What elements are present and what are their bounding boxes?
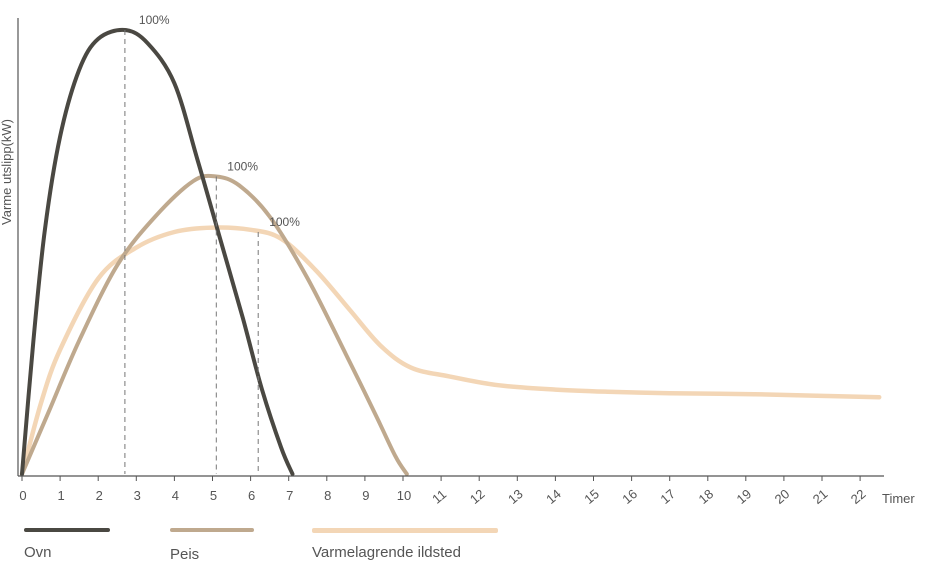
axes-layer: Varme utslipp(kW) Timer xyxy=(0,18,915,506)
x-tick-label-9: 9 xyxy=(362,488,369,503)
x-tick-label-1: 1 xyxy=(57,488,64,503)
legend-item-peis: Peis xyxy=(170,528,254,564)
x-tick-label-2: 2 xyxy=(96,488,103,503)
x-tick-label-12: 12 xyxy=(467,486,488,507)
peak-label-ovn: 100% xyxy=(139,13,170,27)
x-tick-label-7: 7 xyxy=(286,488,293,503)
x-tick-label-15: 15 xyxy=(581,486,602,507)
x-tick-label-5: 5 xyxy=(210,488,217,503)
y-axis-label: Varme utslipp(kW) xyxy=(0,119,14,225)
series-line-ovn xyxy=(20,27,295,476)
legend-swatch-varmelagrende-ildsted xyxy=(312,528,498,533)
series-line-varmelagrende-ildsted xyxy=(19,225,882,477)
x-tick-label-16: 16 xyxy=(619,486,640,507)
legend-item-varmelagrende-ildsted: Varmelagrende ildsted xyxy=(312,528,498,564)
x-tick-label-0: 0 xyxy=(19,488,26,503)
legend-label-ovn: Ovn xyxy=(24,544,52,561)
x-tick-label-3: 3 xyxy=(134,488,141,503)
legend-label-varmelagrende-ildsted: Varmelagrende ildsted xyxy=(312,544,461,561)
x-tick-label-6: 6 xyxy=(248,488,255,503)
x-tick-label-4: 4 xyxy=(172,488,179,503)
series-layer xyxy=(19,27,882,477)
x-tick-layer: 0 1 2 3 4 5 6 7 8 9 10 11 12 13 14 15 16 17 18 19 20 21 22 xyxy=(19,476,869,507)
x-tick-label-19: 19 xyxy=(734,486,755,507)
x-tick-label-10: 10 xyxy=(397,488,411,503)
legend-swatch-ovn xyxy=(24,528,110,532)
peak-guide-layer: 100% 100% 100% xyxy=(124,13,300,474)
peak-label-varmelagrende-ildsted: 100% xyxy=(269,215,300,229)
x-tick-label-18: 18 xyxy=(696,486,717,507)
legend-swatch-peis xyxy=(170,528,254,532)
x-axis-label: Timer xyxy=(882,491,915,506)
x-tick-label-8: 8 xyxy=(324,488,331,503)
x-tick-label-11: 11 xyxy=(429,486,449,506)
legend-label-peis: Peis xyxy=(170,546,200,563)
legend-item-ovn: Ovn xyxy=(24,528,110,564)
x-tick-label-17: 17 xyxy=(657,486,678,507)
x-tick-label-22: 22 xyxy=(848,486,869,507)
series-line-peis xyxy=(20,173,409,476)
x-tick-label-14: 14 xyxy=(543,486,564,507)
peak-label-peis: 100% xyxy=(227,160,258,174)
x-tick-label-21: 21 xyxy=(810,486,831,507)
x-tick-label-13: 13 xyxy=(505,486,526,507)
x-tick-label-20: 20 xyxy=(772,486,793,507)
